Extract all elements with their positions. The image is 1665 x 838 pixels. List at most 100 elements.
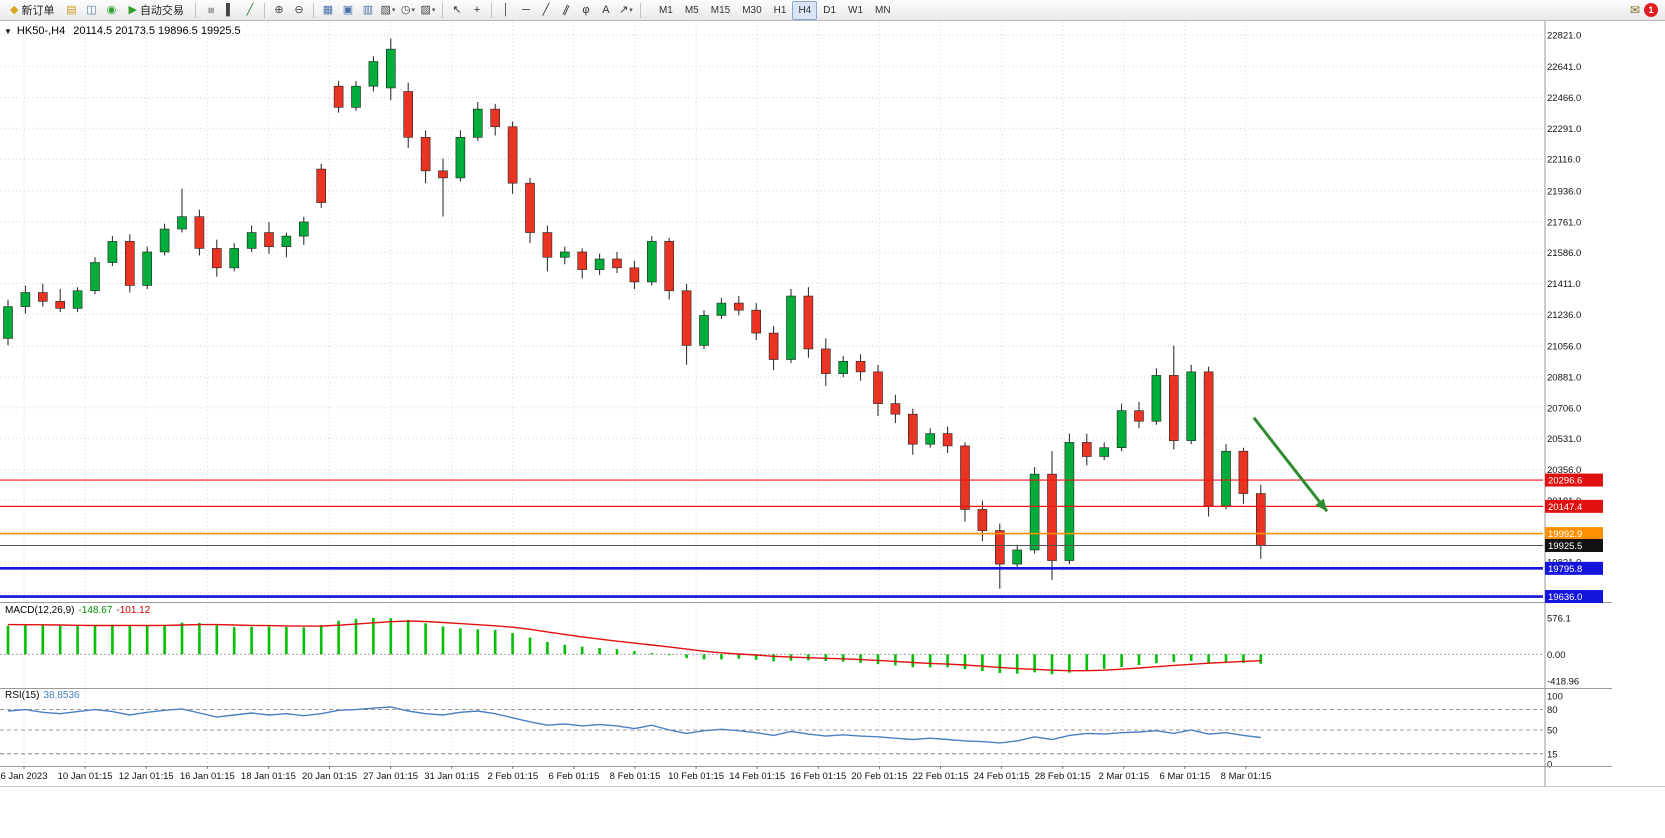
symbol-period-label: HK50-,H4 [16, 25, 66, 37]
svg-text:0.00: 0.00 [1547, 650, 1566, 661]
cursor-icon-glyph: ↖ [452, 3, 462, 16]
timeframe-m1-button[interactable]: M1 [658, 4, 673, 16]
period-icon-dropdown[interactable]: ▾ [411, 7, 415, 14]
charts-stack-icon-glyph: ▤ [66, 3, 77, 16]
channel-icon[interactable]: ∥ [556, 1, 576, 19]
candlestick-chart-icon-glyph: ▌ [226, 3, 234, 16]
period-icon-glyph: ◷ [400, 3, 411, 16]
tile-windows-icon[interactable]: ▦ [318, 1, 338, 19]
arrange-windows-icon[interactable]: ▥ [358, 1, 378, 19]
svg-text:24 Feb 01:15: 24 Feb 01:15 [974, 771, 1030, 782]
svg-text:20356.0: 20356.0 [1547, 465, 1581, 476]
zoom-out-icon-glyph: ⊖ [294, 3, 304, 16]
svg-text:27 Jan 01:15: 27 Jan 01:15 [363, 771, 418, 782]
timeframe-m30-button[interactable]: M30 [742, 4, 762, 16]
new-order-button[interactable]: ◆ 新订单 [3, 0, 61, 20]
line-chart-icon-glyph: ╱ [246, 3, 254, 16]
svg-text:20706.0: 20706.0 [1547, 403, 1581, 414]
svg-text:21936.0: 21936.0 [1547, 186, 1581, 197]
market-window-icon-glyph: ◫ [86, 3, 97, 16]
period-icon[interactable]: ◷ ▾ [398, 1, 418, 19]
arrows-icon-dropdown[interactable]: ▾ [629, 7, 633, 14]
cursor-icon[interactable]: ↖ [447, 1, 467, 19]
svg-text:22291.0: 22291.0 [1547, 124, 1581, 135]
chart-title: ▼ HK50-,H4 20114.5 20173.5 19896.5 19925.5 [4, 25, 241, 37]
timeframe-mn-button[interactable]: MN [875, 4, 891, 16]
charts-stack-icon[interactable]: ▤ [61, 1, 81, 19]
arrow-annotation[interactable] [1252, 416, 1329, 513]
svg-text:19636.0: 19636.0 [1548, 592, 1582, 603]
timeframe-h1-button[interactable]: H1 [773, 4, 787, 16]
arrows-icon-glyph: ↗ [619, 3, 629, 16]
timeframe-m15-button[interactable]: M15 [710, 4, 731, 16]
arrows-icon[interactable]: ↗ ▾ [616, 1, 636, 19]
svg-text:20147.4: 20147.4 [1548, 502, 1582, 513]
text-icon[interactable]: A [596, 1, 616, 19]
notification-badge[interactable]: 1 [1644, 3, 1658, 17]
toolbar-separator [312, 2, 314, 18]
svg-text:21056.0: 21056.0 [1547, 342, 1581, 353]
svg-text:18 Jan 01:15: 18 Jan 01:15 [241, 771, 296, 782]
macd-main-value: -148.67 [78, 605, 113, 616]
macd-indicator-label: MACD(12,26,9) -148.67 -101.12 [5, 605, 150, 616]
mail-icon[interactable]: ✉ [1629, 3, 1640, 17]
auto-trading-button-label: 自动交易 [139, 5, 184, 17]
horizontal-line-icon[interactable]: ─ [516, 1, 536, 19]
svg-text:28 Feb 01:15: 28 Feb 01:15 [1035, 771, 1091, 782]
svg-text:22466.0: 22466.0 [1547, 93, 1581, 104]
bar-chart-icon[interactable]: ≡ [200, 1, 220, 19]
line-chart-icon[interactable]: ╱ [240, 1, 260, 19]
price-axis-labels: 22821.0 22641.0 22466.0 22291.0 22116.0 21936… [1547, 30, 1581, 599]
channel-icon-glyph: ∥ [561, 2, 572, 17]
svg-text:19992.9: 19992.9 [1548, 529, 1582, 540]
timeframe-h4-button[interactable]: H4 [792, 0, 818, 20]
cascade-windows-icon[interactable]: ▣ [338, 1, 358, 19]
time-axis: 6 Jan 2023 10 Jan 01:15 12 Jan 01:15 16 Jan… [0, 766, 1271, 782]
new-chart-icon-dropdown[interactable]: ▾ [391, 7, 396, 14]
rsi-value: 38.8536 [43, 690, 80, 701]
macd-title: MACD(12,26,9) [5, 605, 75, 616]
svg-text:6 Feb 01:15: 6 Feb 01:15 [549, 771, 600, 782]
zoom-in-icon[interactable]: ⊕ [269, 1, 289, 19]
timeframe-toolbar: M1 M5 M15 M30 H1 H4 D1 W1 MN [653, 0, 897, 20]
candlestick-chart-icon[interactable]: ▌ [220, 1, 240, 19]
one-click-trading-icon[interactable]: ▼ [4, 27, 12, 36]
timeframe-d1-button[interactable]: D1 [823, 4, 837, 16]
svg-text:2 Feb 01:15: 2 Feb 01:15 [487, 771, 538, 782]
rsi-indicator-label: RSI(15) 38.8536 [5, 690, 80, 701]
timeframe-m5-button[interactable]: M5 [684, 4, 699, 16]
market-window-icon[interactable]: ◫ [81, 1, 101, 19]
svg-text:6 Jan 2023: 6 Jan 2023 [0, 771, 47, 782]
price-lines-layer [0, 479, 1543, 598]
template-icon-dropdown[interactable]: ▾ [431, 7, 436, 14]
svg-text:2 Mar 01:15: 2 Mar 01:15 [1098, 771, 1149, 782]
svg-text:0: 0 [1547, 760, 1552, 771]
trendline-icon[interactable]: ╱ [536, 1, 556, 19]
template-icon[interactable]: ▨ ▾ [418, 1, 438, 19]
new-chart-icon[interactable]: ▧ ▾ [378, 1, 398, 19]
svg-text:50: 50 [1547, 726, 1558, 737]
refresh-icon[interactable]: ◉ [101, 1, 121, 19]
trendline-icon-glyph: ╱ [542, 3, 550, 16]
crosshair-icon[interactable]: + [467, 1, 487, 19]
svg-text:22 Feb 01:15: 22 Feb 01:15 [913, 771, 969, 782]
auto-trading-button[interactable]: ▶ 自动交易 [121, 0, 190, 20]
fibonacci-icon[interactable]: φ [576, 1, 596, 19]
tile-windows-icon-glyph: ▦ [322, 3, 334, 16]
cascade-windows-icon-glyph: ▣ [342, 3, 354, 16]
text-icon-glyph: A [602, 3, 610, 16]
auto-trading-glyph: ▶ [128, 3, 137, 16]
bar-chart-icon-glyph: ≡ [204, 6, 217, 14]
macd-signal-value: -101.12 [116, 605, 151, 616]
timeframe-w1-button[interactable]: W1 [848, 4, 864, 16]
svg-text:10 Feb 01:15: 10 Feb 01:15 [668, 771, 724, 782]
macd-layer: 576.1 0.00 -418.96 [0, 613, 1579, 687]
toolbar-separator [490, 2, 492, 18]
grid-layer [0, 22, 1543, 764]
vertical-line-icon-glyph: │ [502, 3, 510, 16]
vertical-line-icon[interactable]: │ [496, 1, 516, 19]
svg-text:14 Feb 01:15: 14 Feb 01:15 [729, 771, 785, 782]
zoom-out-icon[interactable]: ⊖ [289, 1, 309, 19]
